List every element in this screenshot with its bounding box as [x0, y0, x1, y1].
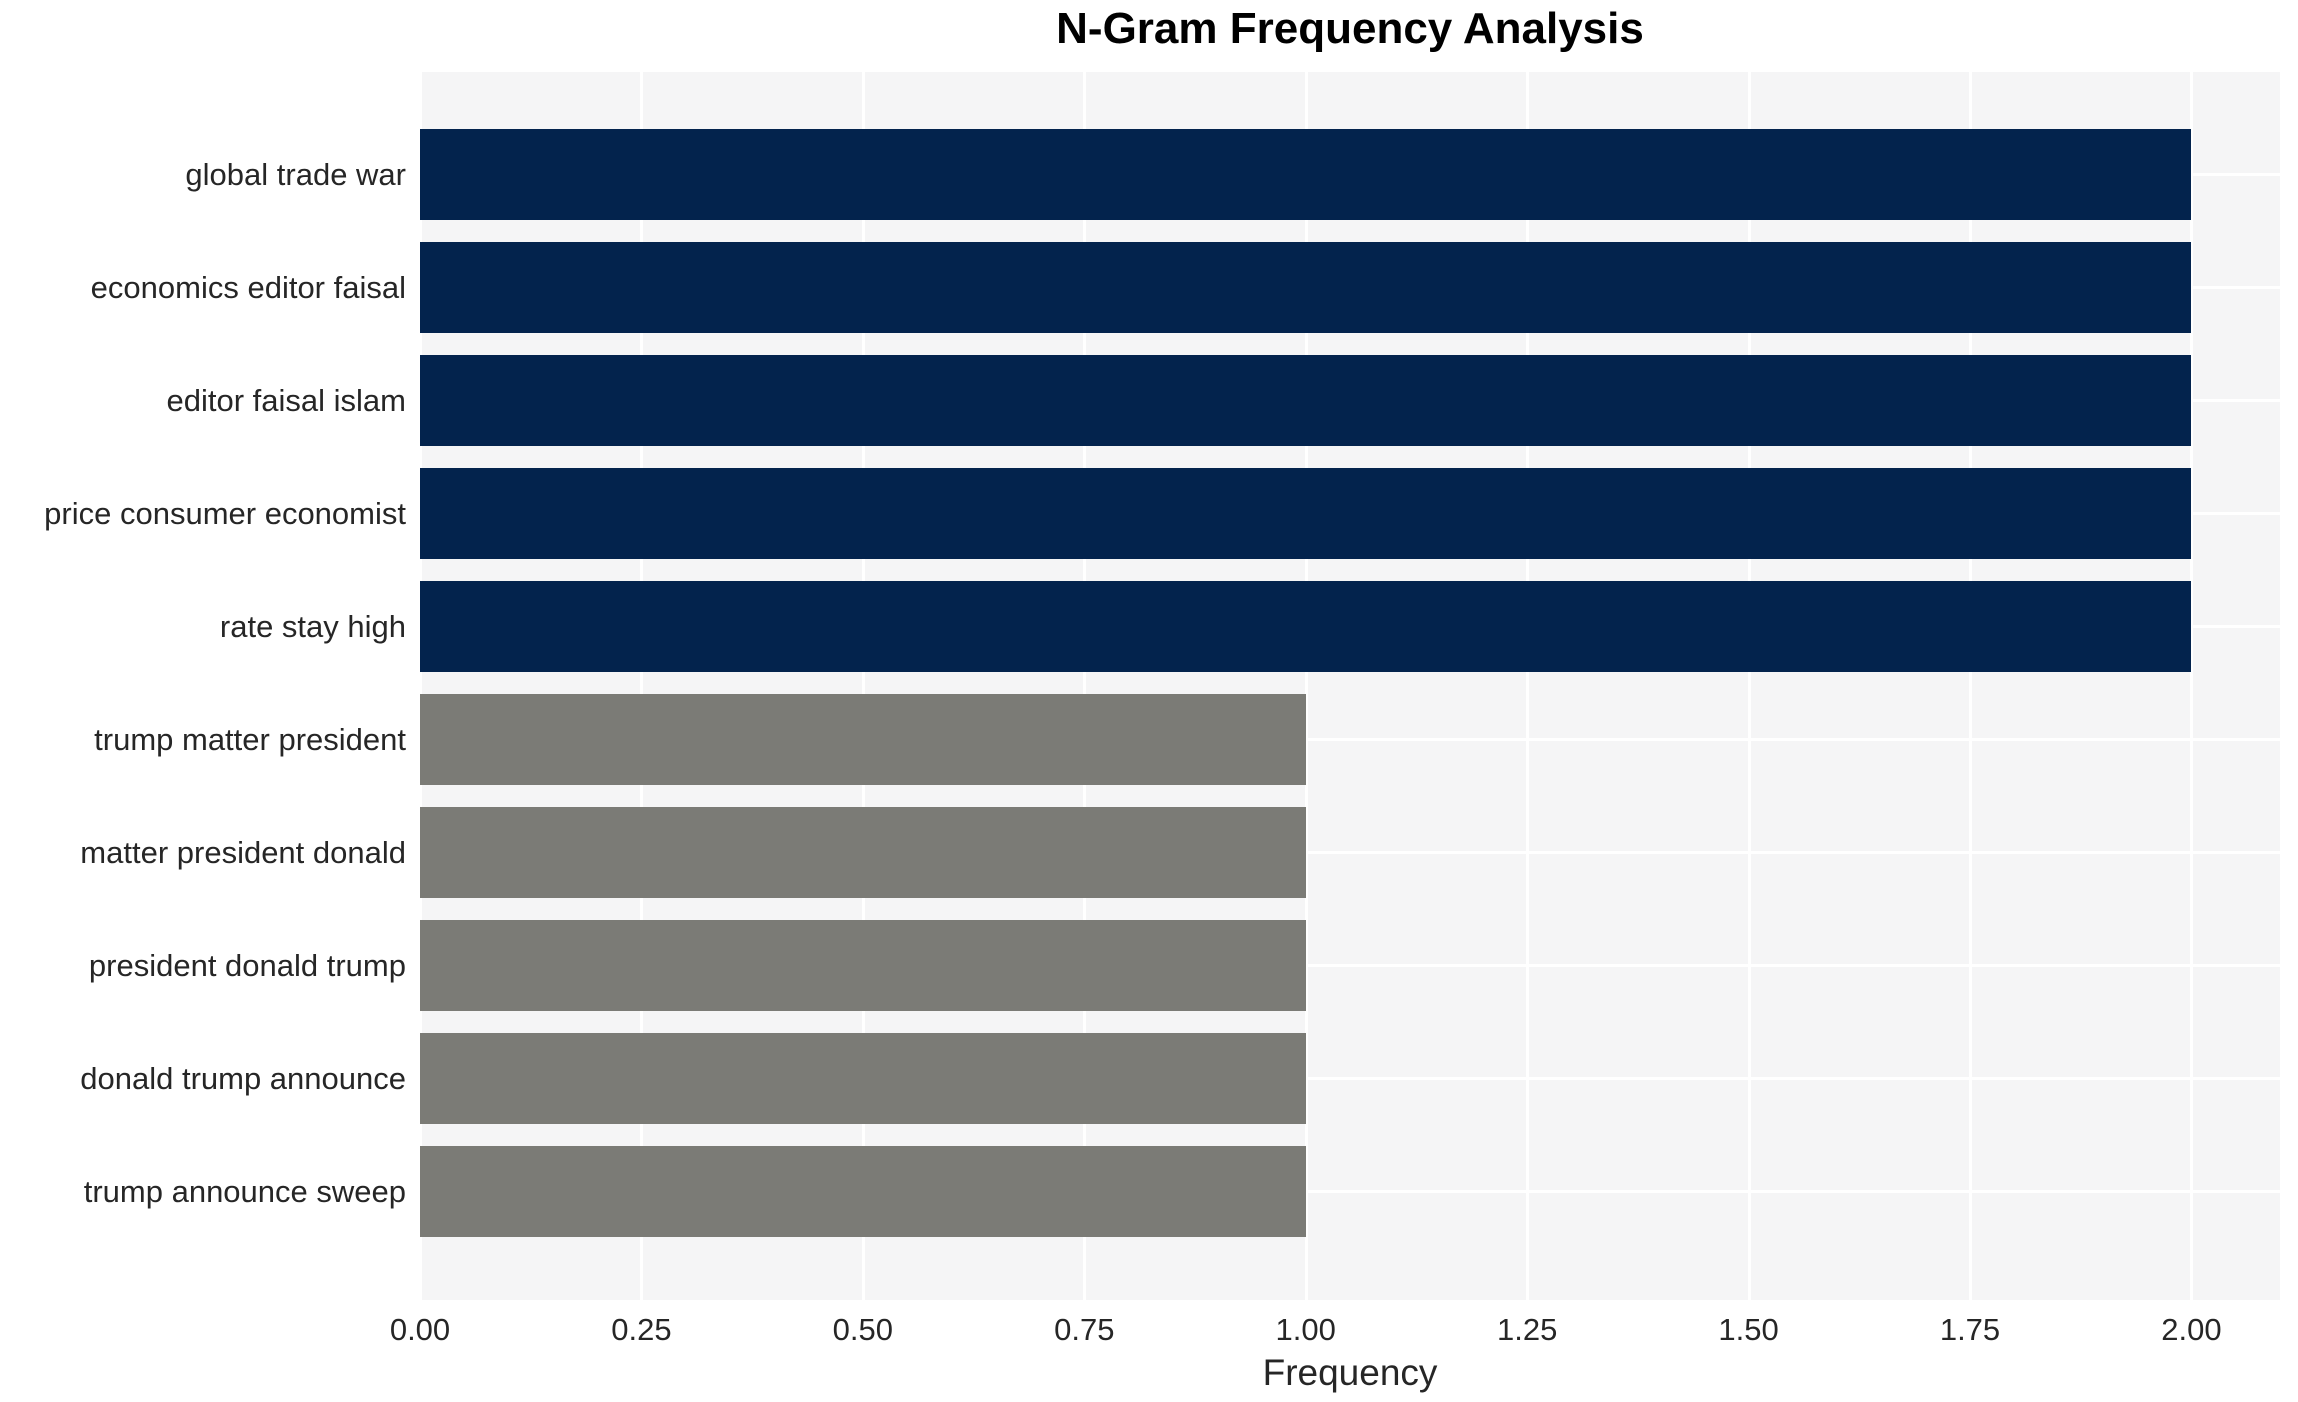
x-tick-label: 1.00 [1275, 1312, 1336, 1347]
x-tick-label: 1.50 [1718, 1312, 1779, 1347]
horizontal-gridline [420, 851, 2280, 854]
vertical-gridline [1304, 72, 1308, 1300]
vertical-gridline [419, 72, 422, 1300]
bar-row [420, 457, 2280, 570]
bar [420, 355, 2192, 446]
horizontal-gridline [420, 738, 2280, 741]
horizontal-gridline [420, 1190, 2280, 1193]
chart-title: N-Gram Frequency Analysis [1056, 4, 1644, 53]
horizontal-gridline [420, 1077, 2280, 1080]
x-tick-label: 2.00 [2161, 1312, 2222, 1347]
vertical-gridline [1526, 72, 1530, 1300]
bar [420, 242, 2192, 333]
vertical-gridline [861, 72, 865, 1300]
bar-row [420, 683, 2280, 796]
vertical-gridline [1969, 72, 1972, 1300]
bar [420, 1033, 1306, 1124]
vertical-gridline [1083, 72, 1087, 1300]
vertical-gridline [640, 72, 644, 1300]
y-tick-label: trump announce sweep [83, 1173, 406, 1209]
bar [420, 1146, 1306, 1237]
bar [420, 694, 1306, 785]
bar [420, 807, 1306, 898]
y-axis-labels: global trade war economics editor faisal e… [0, 72, 406, 1300]
bar [420, 468, 2192, 559]
y-tick-label: president donald trump [88, 947, 406, 983]
y-tick-label: rate stay high [219, 608, 406, 644]
vertical-gridline [1747, 72, 1751, 1300]
horizontal-gridline [420, 964, 2280, 967]
bar [420, 581, 2192, 672]
bar-row [420, 909, 2280, 1022]
bar-row [420, 796, 2280, 909]
x-axis-title: Frequency [1262, 1352, 1438, 1393]
bar-series [420, 72, 2280, 1300]
bar-row [420, 344, 2280, 457]
x-axis-ticks: 0.00 0.25 0.50 0.75 1.00 1.25 1.50 1.75 2.00 [390, 1312, 2280, 1352]
x-tick-label: 0.25 [611, 1312, 672, 1347]
bar [420, 129, 2192, 220]
x-tick-label: 0.75 [1054, 1312, 1115, 1347]
bar-row [420, 1022, 2280, 1135]
bar-row [420, 118, 2280, 231]
x-tick-label: 1.75 [1939, 1312, 2001, 1347]
y-tick-label: donald trump announce [80, 1060, 406, 1096]
bar-row [420, 570, 2280, 683]
y-tick-label: global trade war [185, 156, 406, 192]
bar-row [420, 1135, 2280, 1248]
x-tick-label: 1.25 [1496, 1312, 1558, 1347]
y-tick-label: economics editor faisal [90, 269, 406, 305]
vertical-gridline [2190, 72, 2194, 1300]
plot-area [419, 72, 2280, 1300]
y-tick-label: editor faisal islam [166, 382, 406, 418]
y-tick-label: price consumer economist [44, 495, 406, 531]
y-tick-label: matter president donald [80, 834, 406, 870]
x-tick-label: 0.50 [832, 1312, 894, 1347]
x-tick-label: 0.00 [389, 1312, 451, 1347]
bar-row [420, 231, 2280, 344]
bar [420, 920, 1306, 1011]
y-tick-label: trump matter president [94, 721, 406, 757]
